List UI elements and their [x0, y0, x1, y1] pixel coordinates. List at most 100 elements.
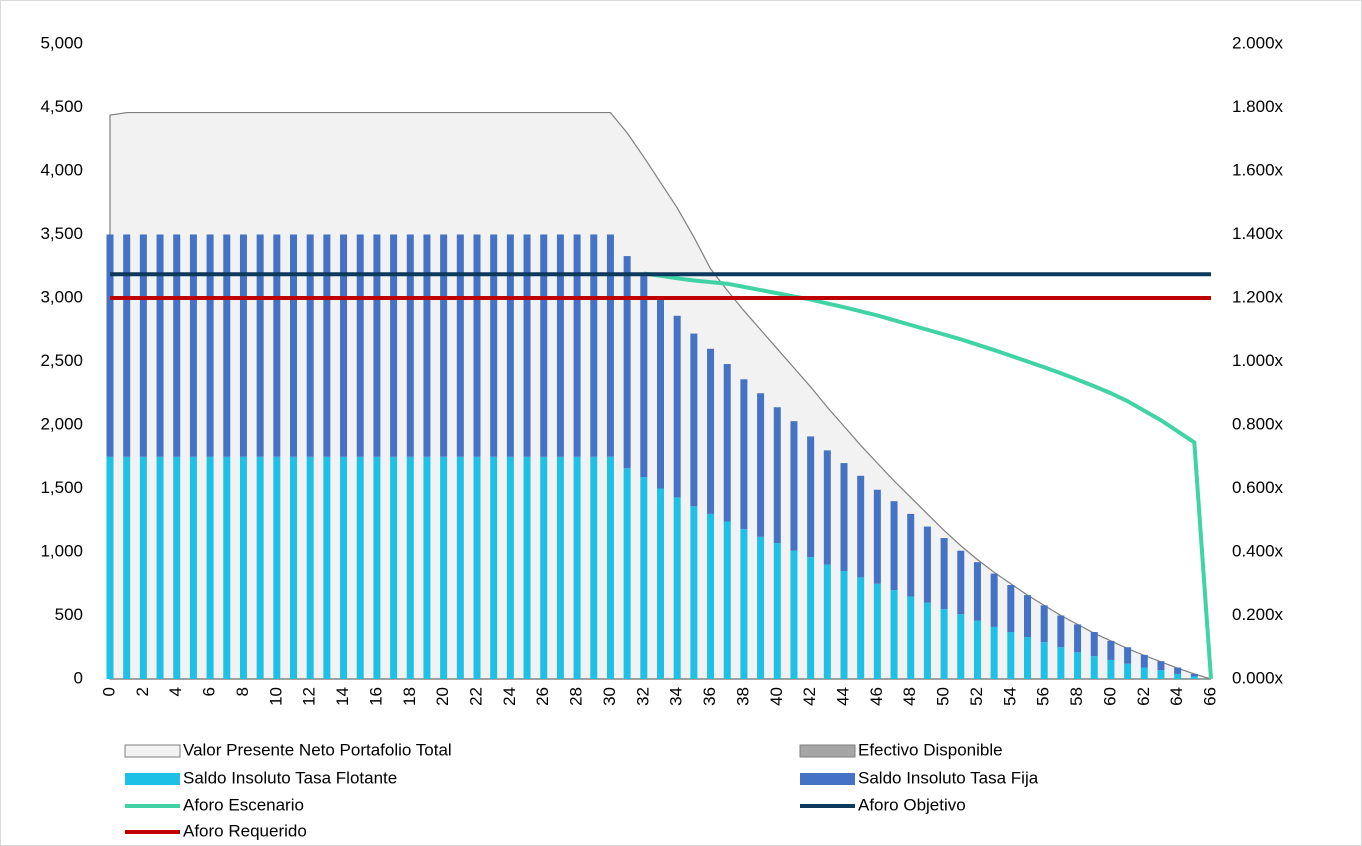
bar: [740, 529, 748, 679]
bar: [423, 456, 431, 679]
bar: [606, 456, 614, 679]
bar: [1124, 647, 1132, 664]
y2-tick-label: 1.000x: [1232, 351, 1284, 370]
bar: [1024, 595, 1031, 638]
bar: [1140, 667, 1148, 679]
bar: [290, 456, 297, 679]
bar: [1140, 654, 1148, 668]
bar: [390, 456, 398, 679]
legend-swatch: [799, 744, 856, 758]
bar: [139, 456, 147, 679]
bar: [673, 497, 681, 679]
x-tick-label: 18: [400, 687, 419, 706]
bar: [1124, 663, 1132, 679]
bar: [673, 315, 681, 498]
bar: [156, 456, 164, 679]
bar: [1007, 585, 1015, 633]
bar: [857, 475, 865, 578]
bar: [907, 513, 915, 597]
bar: [556, 234, 564, 457]
x-tick-label: 32: [633, 687, 652, 706]
bar: [940, 609, 948, 679]
bar: [106, 234, 114, 457]
bar: [1040, 605, 1048, 643]
y-tick-label: 3,500: [40, 224, 83, 243]
bar: [923, 526, 931, 603]
bar: [523, 234, 531, 457]
bar: [173, 456, 181, 679]
bar: [790, 421, 798, 551]
bar: [123, 456, 131, 679]
y-tick-label: 0: [74, 668, 83, 687]
legend-swatch: [800, 773, 855, 785]
x-tick-label: 30: [600, 687, 619, 706]
x-tick-label: 40: [767, 687, 786, 706]
bar: [206, 234, 214, 457]
x-tick-label: 26: [533, 687, 552, 706]
bar: [440, 234, 448, 457]
bar: [990, 573, 998, 627]
x-tick-label: 46: [867, 687, 886, 706]
bar: [1107, 640, 1115, 660]
bar: [857, 577, 865, 679]
bar: [456, 456, 464, 679]
y2-tick-label: 1.200x: [1232, 287, 1284, 306]
bar: [356, 234, 364, 457]
y-tick-label: 4,000: [40, 160, 83, 179]
bar: [189, 234, 197, 457]
bar: [1157, 670, 1165, 679]
x-tick-label: 34: [667, 687, 686, 706]
x-tick-label: 44: [833, 687, 852, 706]
x-tick-label: 56: [1034, 687, 1053, 706]
legend-swatch: [124, 744, 181, 758]
bar: [973, 620, 981, 679]
x-tick-label: 64: [1167, 687, 1186, 706]
bar: [239, 234, 247, 457]
bar: [306, 234, 314, 457]
bar: [506, 456, 514, 679]
bar: [907, 596, 915, 679]
bar: [807, 557, 815, 679]
legend-label: Aforo Objetivo: [858, 795, 966, 814]
bar: [239, 456, 247, 679]
bar: [840, 571, 848, 679]
bar: [456, 234, 464, 457]
bar: [506, 234, 514, 457]
bar: [657, 488, 664, 679]
bar: [590, 456, 598, 679]
bar: [406, 234, 414, 457]
bar: [206, 456, 214, 679]
bar: [873, 489, 881, 584]
bar: [156, 234, 164, 457]
bar: [323, 234, 331, 457]
bar: [623, 256, 631, 469]
bar: [823, 450, 831, 565]
bar: [823, 564, 831, 679]
legend-swatch: [125, 773, 180, 785]
y-tick-label: 1,500: [40, 478, 83, 497]
x-tick-label: 2: [133, 687, 152, 696]
bar: [690, 333, 698, 507]
bar: [773, 407, 781, 544]
x-tick-label: 62: [1134, 687, 1153, 706]
y-tick-label: 3,000: [40, 287, 83, 306]
bar: [1090, 656, 1098, 679]
bar: [256, 234, 264, 457]
x-tick-label: 42: [800, 687, 819, 706]
x-tick-label: 6: [200, 687, 219, 696]
y2-tick-label: 1.600x: [1232, 160, 1284, 179]
y2-tick-label: 0.000x: [1232, 668, 1284, 687]
bar: [556, 456, 564, 679]
bar: [390, 234, 398, 457]
bar: [1190, 676, 1198, 679]
y2-tick-label: 1.400x: [1232, 224, 1284, 243]
x-tick-label: 8: [233, 687, 252, 696]
bar: [623, 468, 631, 679]
bar: [873, 583, 881, 679]
bar: [790, 550, 798, 679]
x-tick-label: 28: [567, 687, 586, 706]
bar: [1174, 673, 1182, 679]
bar: [323, 456, 331, 679]
bar: [1007, 632, 1015, 679]
x-tick-label: 14: [333, 687, 352, 706]
